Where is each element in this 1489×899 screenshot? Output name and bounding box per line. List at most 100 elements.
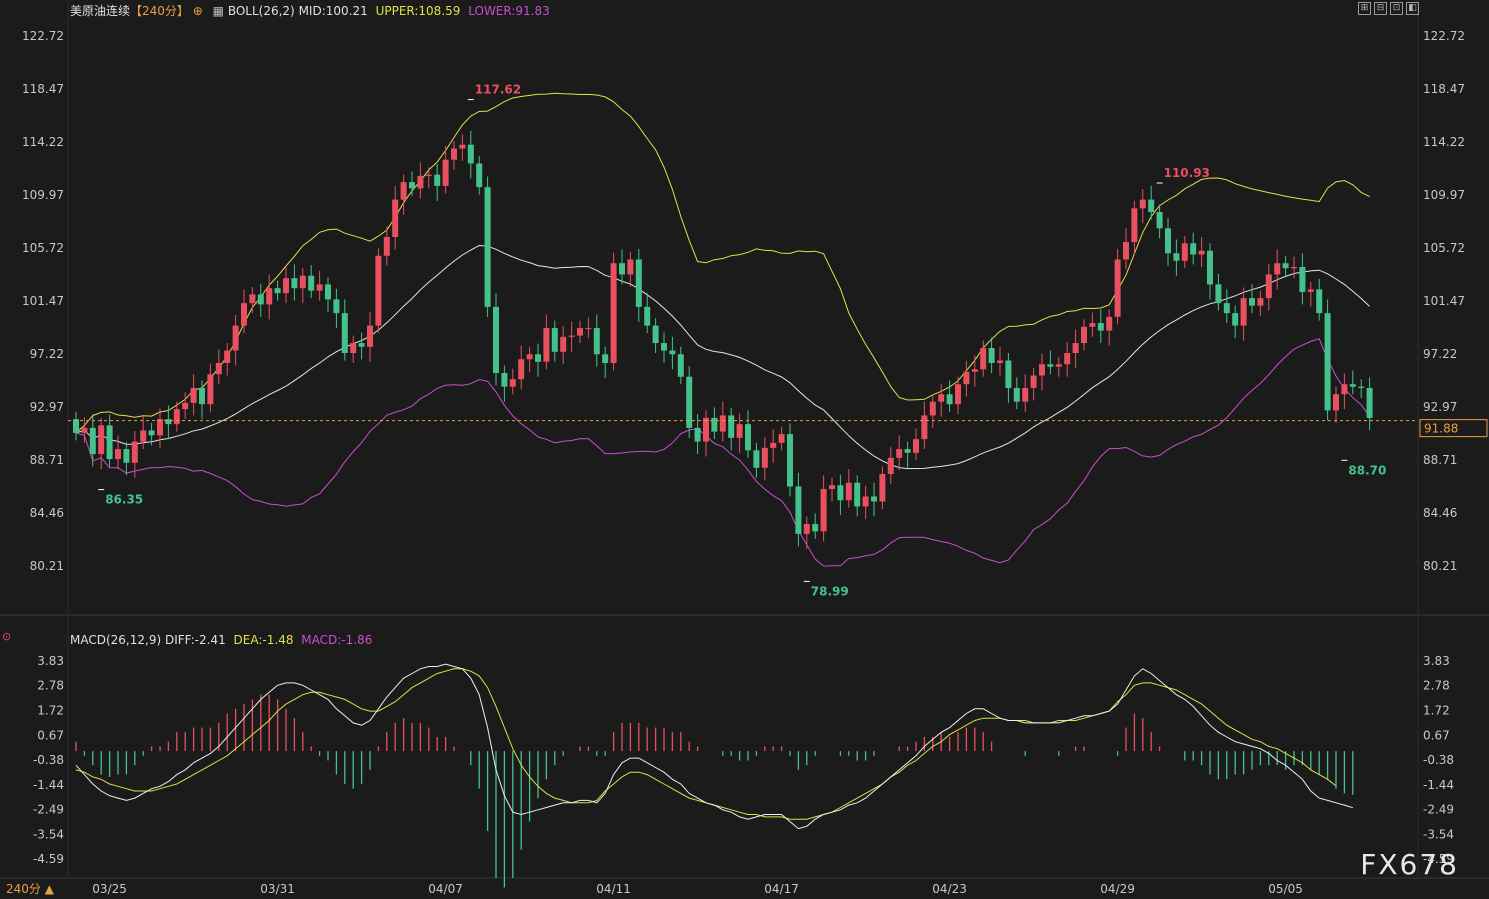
instrument-name: 美原油连续 [70,4,131,18]
candle-body [669,350,676,355]
candle-body [1341,384,1348,395]
candle-body [887,457,894,475]
candle-body [333,299,340,314]
chart-toolbar: ⊞ ⊟ ⊡ ◧ [1358,2,1419,15]
candle-body [677,354,684,377]
candle-body [81,427,88,433]
candle-body [232,325,239,351]
candle-body [140,430,147,442]
candle-body [157,419,163,436]
candle-body [1089,323,1096,327]
candle-body [627,259,634,275]
boll-mid: MID:100.21 [298,4,368,18]
candle-body [602,354,609,364]
candle-body [551,328,558,352]
candle-body [543,328,550,362]
date-tick: 03/31 [260,882,295,896]
candle-body [829,485,835,489]
price-tick-left: 97.22 [30,347,64,361]
indicator-icon[interactable]: ▦ [212,4,224,18]
candle-body [341,313,348,354]
dea-line [75,668,1337,820]
candle-body [1316,289,1323,314]
extreme-label: 86.35 [105,493,143,507]
zoom-in-icon[interactable]: ⊞ [1358,2,1371,15]
boll-upper: UPPER:108.59 [375,4,461,18]
candle-body [241,303,247,326]
boll-lower-line [75,338,1371,567]
candle-body [1106,316,1113,331]
macd-tick-right: -4.59 [1423,852,1454,866]
candle-body [73,419,79,433]
layout-icon[interactable]: ◧ [1406,2,1419,15]
candle-body [955,384,961,405]
watermark: FX678 [1360,848,1459,881]
date-tick: 04/11 [596,882,631,896]
candle-body [299,275,306,289]
macd-tick-left: -1.44 [33,778,64,792]
candle-body [854,482,861,507]
candle-body [434,174,441,186]
candle-body [803,523,810,534]
candle-body [115,449,121,460]
boll-lower: LOWER:91.83 [468,4,550,18]
candle-body [719,415,726,432]
candle-body [1064,353,1071,365]
date-tick: 04/07 [428,882,463,896]
zoom-out-icon[interactable]: ⊟ [1374,2,1387,15]
price-tick-right: 101.47 [1423,294,1465,308]
price-tick-right: 114.22 [1423,135,1465,149]
candle-body [577,328,583,336]
candle-body [896,449,903,458]
candle-body [871,496,877,502]
candle-body [585,328,592,330]
candle-body [745,424,751,451]
candle-body [686,376,693,428]
macd-tick-left: -0.38 [33,753,64,767]
price-tick-right: 105.72 [1423,241,1465,255]
candle-body [1240,298,1247,326]
candle-body [1131,208,1138,243]
chart-header: 美原油连续【240分】 ⊕ ▦ BOLL(26,2) MID:100.21 UP… [70,4,550,18]
price-tick-right: 122.72 [1423,29,1465,43]
candle-body [484,187,491,307]
candle-body [921,415,928,440]
candle-body [619,263,625,275]
candle-body [753,450,760,468]
candle-body [501,372,508,387]
extreme-label: 110.93 [1164,166,1210,180]
candle-body [862,496,869,507]
candle-body [778,434,785,443]
macd-tick-right: 1.72 [1423,704,1450,718]
candle-body [392,199,399,238]
candle-body [89,427,96,455]
candle-body [1324,313,1331,411]
candle-body [350,343,357,354]
price-tick-left: 109.97 [22,188,64,202]
period-selector[interactable]: 240分 ▲ [6,882,54,896]
fit-icon[interactable]: ⊡ [1390,2,1403,15]
candle-body [283,278,289,294]
candle-body [1291,266,1297,269]
macd-tick-left: -4.59 [33,852,64,866]
candle-body [467,144,474,164]
candle-body [400,182,407,200]
candle-body [1139,199,1146,209]
candle-body [106,425,113,460]
date-tick: 05/05 [1268,882,1303,896]
candle-body [845,482,852,501]
settings-icon[interactable]: ⊕ [192,4,203,18]
candle-body [1039,364,1045,376]
price-tick-right: 97.22 [1423,347,1457,361]
candle-body [988,348,995,364]
price-tick-right: 92.97 [1423,400,1457,414]
price-tick-left: 114.22 [22,135,64,149]
macd-toggle-icon[interactable]: ⊙ [2,630,12,643]
candle-body [1173,253,1180,261]
candle-body [837,485,844,501]
candle-body [182,402,189,410]
extreme-label: 88.70 [1348,463,1386,477]
date-tick: 03/25 [92,882,127,896]
candle-body [820,488,827,532]
